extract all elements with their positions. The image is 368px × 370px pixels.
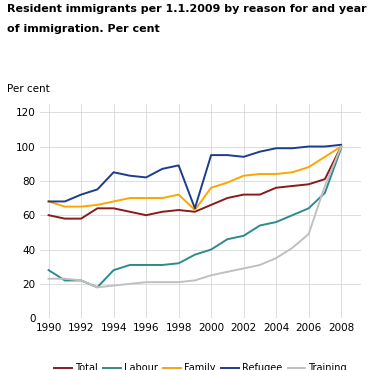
Legend: Total, Labour, Family, Refugee, Training: Total, Labour, Family, Refugee, Training [50,360,351,370]
Text: Resident immigrants per 1.1.2009 by reason for and year: Resident immigrants per 1.1.2009 by reas… [7,4,367,14]
Text: Per cent: Per cent [7,84,50,94]
Text: of immigration. Per cent: of immigration. Per cent [7,24,160,34]
